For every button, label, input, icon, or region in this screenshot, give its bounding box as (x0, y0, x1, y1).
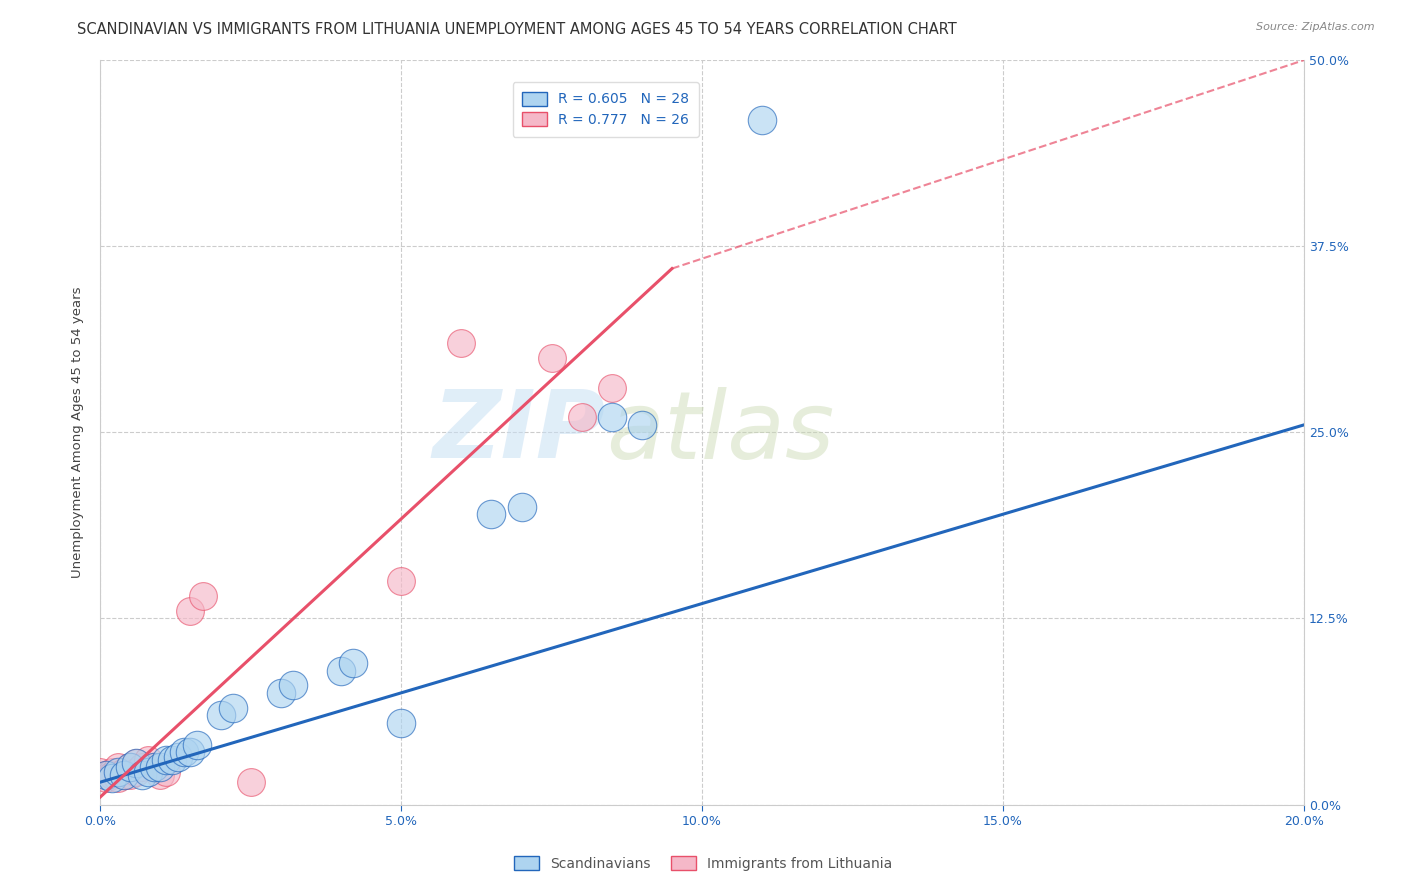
Point (221, 700, 243, 714)
Point (179, 746, 201, 760)
Point (155, 764, 177, 779)
Point (107, 760, 129, 774)
Point (131, 760, 153, 774)
Point (125, 756, 148, 770)
Legend: R = 0.605   N = 28, R = 0.777   N = 26: R = 0.605 N = 28, R = 0.777 N = 26 (513, 82, 699, 136)
Point (600, 410, 623, 425)
Text: atlas: atlas (606, 387, 834, 478)
Y-axis label: Unemployment Among Ages 45 to 54 years: Unemployment Among Ages 45 to 54 years (72, 286, 84, 578)
Point (89, 764, 111, 779)
Point (450, 336, 472, 351)
Point (107, 764, 129, 779)
Point (112, 764, 135, 779)
Point (600, 381, 623, 395)
Point (120, 760, 142, 774)
Point (107, 771, 129, 785)
Point (281, 678, 304, 692)
Point (389, 574, 412, 589)
Text: SCANDINAVIAN VS IMMIGRANTS FROM LITHUANIA UNEMPLOYMENT AMONG AGES 45 TO 54 YEARS: SCANDINAVIAN VS IMMIGRANTS FROM LITHUANI… (77, 22, 957, 37)
Point (101, 768, 124, 782)
Point (143, 760, 166, 774)
Point (155, 753, 177, 767)
Point (120, 760, 142, 774)
Point (186, 738, 208, 752)
Point (173, 746, 195, 760)
Point (239, 775, 262, 789)
Point (571, 410, 593, 425)
Point (112, 768, 135, 782)
Point (125, 764, 148, 779)
Point (179, 604, 201, 618)
Point (330, 664, 353, 678)
Point (149, 768, 172, 782)
Point (138, 764, 160, 779)
Point (101, 764, 124, 779)
Point (131, 768, 153, 782)
Point (96, 771, 118, 785)
Point (510, 500, 533, 514)
Point (631, 417, 654, 432)
Point (143, 760, 166, 774)
Point (149, 760, 172, 774)
Point (191, 589, 214, 603)
Point (209, 708, 232, 723)
Text: Source: ZipAtlas.com: Source: ZipAtlas.com (1257, 22, 1375, 32)
Point (540, 351, 562, 365)
Legend: Scandinavians, Immigrants from Lithuania: Scandinavians, Immigrants from Lithuania (508, 850, 898, 876)
Point (751, 112, 773, 127)
Point (342, 656, 364, 670)
Point (96, 768, 118, 782)
Point (125, 756, 148, 770)
Point (389, 715, 412, 730)
Point (481, 507, 503, 521)
Point (101, 771, 124, 785)
Point (167, 750, 190, 764)
Point (112, 768, 135, 782)
Point (120, 768, 142, 782)
Point (138, 753, 160, 767)
Point (162, 753, 184, 767)
Point (96, 768, 118, 782)
Point (270, 686, 292, 700)
Text: ZIP: ZIP (433, 386, 606, 478)
